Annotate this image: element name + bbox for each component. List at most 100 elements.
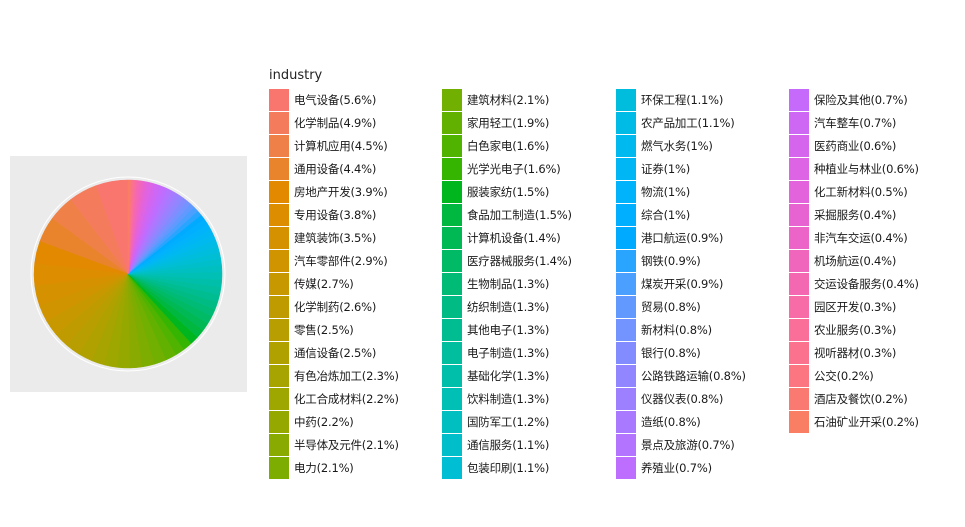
legend-key [269,111,289,134]
legend-key [616,226,636,249]
legend-item: 综合(1%) [616,203,690,226]
legend-item: 计算机应用(4.5%) [269,134,388,157]
legend-key [616,295,636,318]
legend-label: 生物制品(1.3%) [467,276,550,291]
legend-key [269,387,289,410]
legend-item: 电气设备(5.6%) [269,88,376,111]
legend-label: 半导体及元件(2.1%) [294,437,399,452]
legend-item: 园区开发(0.3%) [789,295,896,318]
legend-item: 白色家电(1.6%) [442,134,549,157]
legend-item: 服装家纺(1.5%) [442,180,549,203]
legend-key [269,272,289,295]
legend-label: 建筑材料(2.1%) [467,92,550,107]
legend-key [616,433,636,456]
legend-label: 饮料制造(1.3%) [467,391,550,406]
legend-key [789,249,809,272]
legend-item: 生物制品(1.3%) [442,272,549,295]
legend-label: 综合(1%) [641,207,691,222]
legend-key [269,203,289,226]
legend-label: 化工合成材料(2.2%) [294,391,399,406]
legend-label: 环保工程(1.1%) [641,92,724,107]
legend-item: 饮料制造(1.3%) [442,387,549,410]
legend-item: 化工新材料(0.5%) [789,180,908,203]
legend-item: 港口航运(0.9%) [616,226,723,249]
legend-item: 银行(0.8%) [616,341,701,364]
legend-item: 景点及旅游(0.7%) [616,433,735,456]
legend-item: 传媒(2.7%) [269,272,354,295]
legend-label: 石油矿业开采(0.2%) [814,414,919,429]
legend-label: 非汽车交运(0.4%) [814,230,908,245]
legend-item: 非汽车交运(0.4%) [789,226,908,249]
legend-label: 公路铁路运输(0.8%) [641,368,746,383]
legend-item: 医疗器械服务(1.4%) [442,249,572,272]
legend-item: 建筑装饰(3.5%) [269,226,376,249]
legend-label: 种植业与林业(0.6%) [814,161,919,176]
legend-label: 零售(2.5%) [294,322,354,337]
legend-item: 酒店及餐饮(0.2%) [789,387,908,410]
legend-item: 种植业与林业(0.6%) [789,157,919,180]
legend-item: 机场航运(0.4%) [789,249,896,272]
legend-label: 交运设备服务(0.4%) [814,276,919,291]
legend-item: 纺织制造(1.3%) [442,295,549,318]
plot-panel [10,156,247,392]
legend-key [442,272,462,295]
legend-label: 酒店及餐饮(0.2%) [814,391,908,406]
legend-label: 传媒(2.7%) [294,276,354,291]
legend-key [442,157,462,180]
legend-label: 保险及其他(0.7%) [814,92,908,107]
legend-label: 公交(0.2%) [814,368,874,383]
legend-key [789,272,809,295]
legend-item: 新材料(0.8%) [616,318,712,341]
legend-item: 视听器材(0.3%) [789,341,896,364]
legend-key [789,88,809,111]
legend-item: 家用轻工(1.9%) [442,111,549,134]
legend-key [616,341,636,364]
legend-label: 机场航运(0.4%) [814,253,897,268]
legend-item: 仪器仪表(0.8%) [616,387,723,410]
legend-key [269,180,289,203]
legend-key [442,410,462,433]
legend-item: 石油矿业开采(0.2%) [789,410,919,433]
legend-key [616,203,636,226]
legend-key [789,111,809,134]
legend-label: 医疗器械服务(1.4%) [467,253,572,268]
legend-label: 基础化学(1.3%) [467,368,550,383]
legend-label: 仪器仪表(0.8%) [641,391,724,406]
legend-key [616,387,636,410]
legend-key [789,364,809,387]
legend-label: 园区开发(0.3%) [814,299,897,314]
legend-key [789,203,809,226]
legend-label: 银行(0.8%) [641,345,701,360]
legend-item: 证券(1%) [616,157,690,180]
legend-label: 农产品加工(1.1%) [641,115,735,130]
legend-key [269,364,289,387]
legend-item: 中药(2.2%) [269,410,354,433]
legend-item: 医药商业(0.6%) [789,134,896,157]
legend-item: 房地产开发(3.9%) [269,180,388,203]
legend-item: 通信设备(2.5%) [269,341,376,364]
legend-label: 视听器材(0.3%) [814,345,897,360]
legend-item: 计算机设备(1.4%) [442,226,561,249]
legend-label: 通用设备(4.4%) [294,161,377,176]
legend-label: 计算机应用(4.5%) [294,138,388,153]
legend-label: 贸易(0.8%) [641,299,701,314]
legend-label: 汽车零部件(2.9%) [294,253,388,268]
legend-key [442,88,462,111]
legend-item: 汽车零部件(2.9%) [269,249,388,272]
grid-circle [30,176,226,372]
legend-key [789,387,809,410]
legend-key [442,111,462,134]
legend-item: 电子制造(1.3%) [442,341,549,364]
legend-key [789,180,809,203]
legend-item: 基础化学(1.3%) [442,364,549,387]
pie-chart [30,176,226,372]
legend-label: 服装家纺(1.5%) [467,184,550,199]
legend-item: 农业服务(0.3%) [789,318,896,341]
legend-item: 通用设备(4.4%) [269,157,376,180]
legend-key [616,410,636,433]
legend-label: 通信服务(1.1%) [467,437,550,452]
legend-label: 电力(2.1%) [294,460,354,475]
legend-item: 半导体及元件(2.1%) [269,433,399,456]
legend-label: 化学制品(4.9%) [294,115,377,130]
legend-item: 零售(2.5%) [269,318,354,341]
